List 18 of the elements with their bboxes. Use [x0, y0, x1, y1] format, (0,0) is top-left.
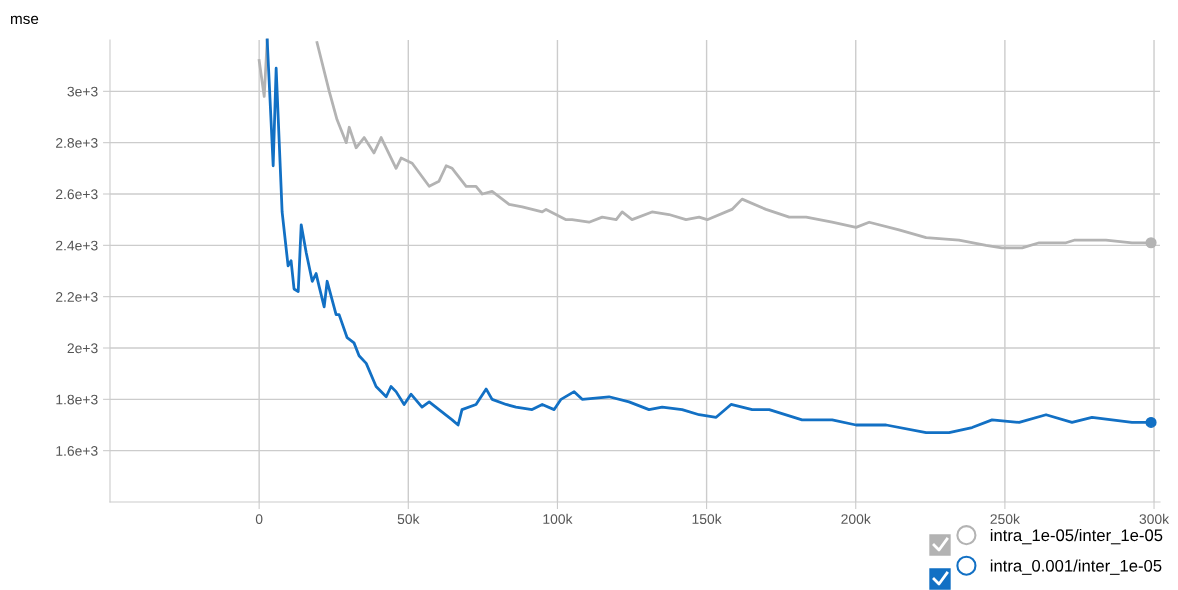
- x-tick-label: 150k: [692, 513, 722, 525]
- y-tick-label: 3e+3: [67, 86, 98, 97]
- y-tick-label: 2.2e+3: [56, 292, 98, 302]
- y-tick-label: 2.6e+3: [56, 189, 98, 200]
- x-tick-label: 100k: [543, 513, 573, 525]
- legend-label: intra_1e-05/inter_1e-05: [990, 528, 1163, 545]
- y-tick-label: 1.6e+3: [56, 446, 98, 456]
- x-tick-label: 250k: [990, 513, 1020, 525]
- y-tick-label: 2.8e+3: [56, 138, 98, 148]
- x-tick-label: 200k: [841, 513, 871, 525]
- legend-label: intra_0.001/inter_1e-05: [990, 559, 1162, 575]
- x-tick-label: 300k: [1139, 513, 1170, 525]
- y-tick-label: 1.8e+3: [56, 394, 98, 405]
- y-tick-label: 2.4e+3: [56, 240, 98, 251]
- chart-title: mse: [11, 15, 39, 25]
- x-tick-label: 0: [255, 514, 263, 525]
- y-tick-label: 2e+3: [67, 343, 98, 354]
- x-tick-label: 50k: [397, 513, 420, 525]
